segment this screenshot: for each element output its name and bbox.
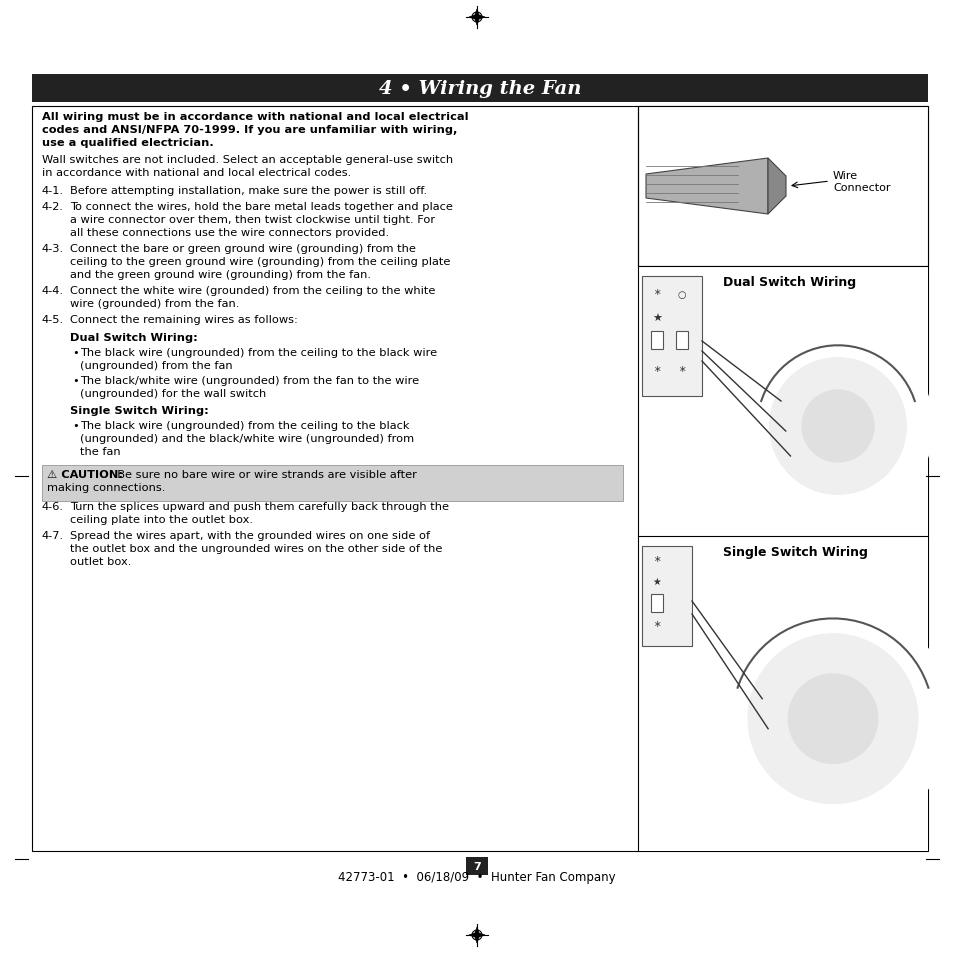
Text: ⚠ CAUTION:: ⚠ CAUTION: [47,470,123,479]
Text: 42773-01  •  06/18/09  •  Hunter Fan Company: 42773-01 • 06/18/09 • Hunter Fan Company [337,871,616,883]
Polygon shape [476,932,484,938]
Polygon shape [767,159,785,214]
Bar [32,107,927,851]
Polygon shape [474,927,479,935]
Bar [641,546,691,646]
Text: Spread the wires apart, with the grounded wires on one side of: Spread the wires apart, with the grounde… [70,531,430,540]
Text: Connect the bare or green ground wire (grounding) from the: Connect the bare or green ground wire (g… [70,244,416,253]
Text: 4-4.: 4-4. [42,286,64,295]
Text: Dual Switch Wiring: Dual Switch Wiring [722,276,855,289]
Text: Single Switch Wiring: Single Switch Wiring [722,546,867,558]
Text: ★: ★ [651,314,661,324]
Bar [638,107,927,267]
Text: •: • [71,348,79,357]
Text: Single Switch Wiring:: Single Switch Wiring: [70,406,209,416]
Text: and the green ground wire (grounding) from the fan.: and the green ground wire (grounding) fr… [70,270,371,280]
Circle shape [769,358,905,495]
Text: the outlet box and the ungrounded wires on the other side of the: the outlet box and the ungrounded wires … [70,543,442,554]
Polygon shape [476,15,484,21]
Text: Wall switches are not included. Select an acceptable general-use switch: Wall switches are not included. Select a… [42,154,453,165]
Text: *: * [653,365,660,378]
Text: a wire connector over them, then twist clockwise until tight. For: a wire connector over them, then twist c… [70,214,435,225]
Circle shape [801,391,873,462]
Polygon shape [474,935,479,943]
Text: The black wire (ungrounded) from the ceiling to the black wire: The black wire (ungrounded) from the cei… [80,348,436,357]
Bar [638,537,927,851]
Text: ★: ★ [652,577,660,586]
Text: Connect the remaining wires as follows:: Connect the remaining wires as follows: [70,314,297,325]
Text: 4-1.: 4-1. [42,186,64,195]
Polygon shape [474,18,479,26]
Text: *: * [653,288,660,301]
Bar [676,332,687,350]
Bar [465,857,488,875]
Circle shape [747,634,917,803]
Bar [650,595,662,613]
Text: *: * [653,555,660,568]
Text: •: • [71,420,79,431]
Text: •: • [71,375,79,386]
Text: ○: ○ [677,290,685,299]
Text: (ungrounded) for the wall switch: (ungrounded) for the wall switch [80,389,266,398]
Text: 4-3.: 4-3. [42,244,64,253]
Text: 7: 7 [473,862,480,871]
Text: All wiring must be in accordance with national and local electrical: All wiring must be in accordance with na… [42,112,468,122]
Text: ceiling to the green ground wire (grounding) from the ceiling plate: ceiling to the green ground wire (ground… [70,256,450,267]
Text: 4-5.: 4-5. [42,314,64,325]
Polygon shape [645,159,767,214]
Text: ceiling plate into the outlet box.: ceiling plate into the outlet box. [70,515,253,524]
Bar [650,332,662,350]
Circle shape [787,674,877,763]
Text: the fan: the fan [80,447,120,456]
Text: codes and ANSI/NFPA 70-1999. If you are unfamiliar with wiring,: codes and ANSI/NFPA 70-1999. If you are … [42,125,456,135]
Text: The black/white wire (ungrounded) from the fan to the wire: The black/white wire (ungrounded) from t… [80,375,418,386]
Text: use a qualified electrician.: use a qualified electrician. [42,138,213,148]
Bar [42,465,622,501]
Text: making connections.: making connections. [47,482,165,493]
Text: The black wire (ungrounded) from the ceiling to the black: The black wire (ungrounded) from the cei… [80,420,409,431]
Polygon shape [469,932,476,938]
Polygon shape [469,15,476,21]
Text: Be sure no bare wire or wire strands are visible after: Be sure no bare wire or wire strands are… [110,470,416,479]
Circle shape [742,332,932,521]
Text: (ungrounded) from the fan: (ungrounded) from the fan [80,360,233,371]
Text: To connect the wires, hold the bare metal leads together and place: To connect the wires, hold the bare meta… [70,202,453,212]
Bar [32,75,927,103]
Text: 4 • Wiring the Fan: 4 • Wiring the Fan [378,80,580,98]
Text: Before attempting installation, make sure the power is still off.: Before attempting installation, make sur… [70,186,427,195]
Text: 4-7.: 4-7. [42,531,64,540]
Bar [638,267,927,537]
Text: *: * [653,619,660,633]
Text: *: * [678,365,685,378]
Bar [641,276,701,396]
Text: Turn the splices upward and push them carefully back through the: Turn the splices upward and push them ca… [70,501,449,512]
Text: Dual Switch Wiring:: Dual Switch Wiring: [70,333,197,343]
Circle shape [714,601,950,837]
Text: wire (grounded) from the fan.: wire (grounded) from the fan. [70,298,239,309]
Text: 4-2.: 4-2. [42,202,64,212]
Text: Connect the white wire (grounded) from the ceiling to the white: Connect the white wire (grounded) from t… [70,286,435,295]
Text: outlet box.: outlet box. [70,557,132,566]
Text: in accordance with national and local electrical codes.: in accordance with national and local el… [42,168,351,178]
Text: (ungrounded) and the black/white wire (ungrounded) from: (ungrounded) and the black/white wire (u… [80,434,414,443]
Polygon shape [474,10,479,18]
Text: all these connections use the wire connectors provided.: all these connections use the wire conne… [70,228,389,237]
Text: 4-6.: 4-6. [42,501,64,512]
Text: Wire
Connector: Wire Connector [832,171,889,193]
